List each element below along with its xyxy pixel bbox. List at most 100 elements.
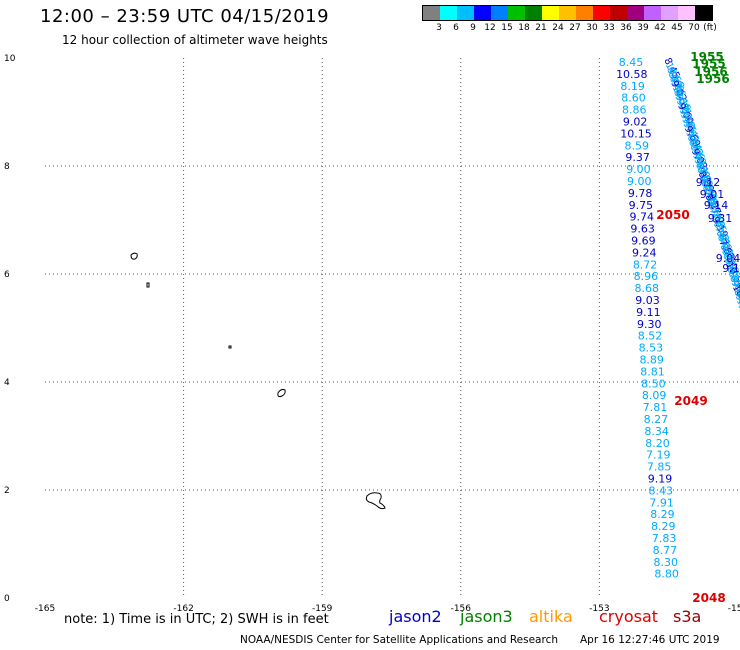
legend-tick-label: 36 [620, 23, 632, 33]
island-hawaii [365, 492, 386, 510]
legend-tick-label: 12 [484, 23, 496, 33]
legend-unit: (ft) [703, 23, 717, 33]
swh-value-label: 9.37 [625, 151, 650, 164]
mission-jason3: jason3 [460, 607, 513, 626]
pass-time-label: 1955 [692, 57, 725, 71]
swh-value-label: 7.91 [649, 496, 674, 509]
legend-swatch [491, 6, 508, 20]
y-tick-label: 4 [4, 378, 10, 388]
satellite-track-a: 8.4510.588.198.608.869.0210.158.599.379.… [616, 56, 679, 581]
swh-value-label: 7.81 [643, 401, 668, 414]
pass-time-label: 1955 [690, 50, 723, 64]
legend-tick-label: 24 [552, 23, 564, 33]
legend-swatch [474, 6, 491, 20]
legend-swatch [457, 6, 474, 20]
footer-note: note: 1) Time is in UTC; 2) SWH is in fe… [64, 612, 329, 627]
swh-value-label: 8.43 [649, 484, 674, 497]
swh-value-label: 8.09 [642, 389, 667, 402]
legend-tick-label: 27 [569, 23, 581, 33]
swh-value-label: 8.77 [653, 544, 678, 557]
pass-time-label: 1956 [694, 65, 727, 79]
swh-value-label: 8.29 [651, 520, 676, 533]
swh-value-label: 9.03 [635, 294, 660, 307]
swh-value-label: 8.96 [634, 270, 659, 283]
legend-tick-label: 42 [654, 23, 666, 33]
legend-tick-label: 30 [586, 23, 598, 33]
legend-tick-label: 45 [671, 23, 683, 33]
legend-tick-label: 18 [518, 23, 530, 33]
swh-value-label: 9.02 [623, 116, 648, 129]
swh-value-label: 9.12 [696, 176, 721, 189]
swh-value-label: 8.52 [638, 330, 663, 343]
x-tick-label: -165 [35, 604, 55, 614]
swh-value-label: 9.63 [630, 223, 655, 236]
swh-value-label: 9.78 [628, 187, 653, 200]
swh-value-label: 10.58 [616, 68, 648, 81]
mission-jason2: jason2 [389, 607, 442, 626]
satellite-track-b-overlap: 8.4510.588.198.608.869.0210.158.599.379.… [661, 56, 740, 326]
swh-value-label: 8.89 [639, 354, 664, 367]
swh-value-label: 7.83 [652, 532, 677, 545]
swh-overlap-label: 9.02 [728, 279, 740, 304]
legend-tick-label: 15 [501, 23, 513, 33]
swh-value-label: 8.53 [639, 342, 664, 355]
swh-value-label: 9.11 [636, 306, 661, 319]
swh-value-label: 9.1 [722, 262, 740, 275]
pass-time-label: 2050 [656, 208, 689, 222]
x-tick-label: -156 [451, 604, 472, 614]
swh-value-label: 8.60 [621, 92, 646, 105]
pass-time-label: 2049 [674, 394, 707, 408]
swh-value-label: 9.14 [704, 199, 729, 212]
legend-tick-label: 3 [436, 23, 442, 33]
swh-value-label: 9.00 [626, 163, 651, 176]
legend-swatch [695, 6, 712, 20]
swh-value-label: 7.85 [647, 461, 672, 474]
satellite-track-b: 9.129.019.149.31 9.049.1 [696, 176, 740, 275]
legend-tick-label: 9 [470, 23, 476, 33]
x-tick-label: -150 [728, 604, 740, 614]
swh-value-label: 10.15 [620, 127, 652, 140]
swh-value-label: 9.01 [700, 188, 725, 201]
swh-value-label: 9.00 [627, 175, 652, 188]
y-tick-label: 8 [4, 162, 10, 172]
legend-swatch [627, 6, 644, 20]
swh-value-label: 8.19 [620, 80, 645, 93]
legend-swatch [678, 6, 695, 20]
swh-value-label: 9.19 [648, 473, 673, 486]
swh-value-label: 8.80 [654, 568, 679, 581]
legend-tick-label: 6 [453, 23, 459, 33]
chart-title: 12:00 – 23:59 UTC 04/15/2019 [40, 6, 330, 27]
swh-value-label: 8.30 [654, 556, 679, 569]
swh-value-label: 8.27 [644, 413, 669, 426]
legend-color-bar [422, 5, 713, 21]
swh-value-label: 8.59 [625, 139, 650, 152]
mission-s3a: s3a [673, 607, 702, 626]
legend-swatch [542, 6, 559, 20]
y-tick-label: 10 [4, 54, 16, 64]
legend-tick-label: 21 [535, 23, 547, 33]
axis-labels: -165 -162 -159 -156 -153 -150 0 2 4 6 8 10 [4, 54, 740, 614]
pass-time-label: 1956 [696, 72, 729, 86]
swh-value-label: 7.19 [646, 449, 671, 462]
legend-swatch [525, 6, 542, 20]
legend-swatch [508, 6, 525, 20]
island-maui-group [277, 388, 286, 398]
swh-value-label: 8.68 [634, 282, 659, 295]
legend-swatch [593, 6, 610, 20]
island-outlines [130, 252, 386, 510]
swh-value-label: 9.75 [629, 199, 654, 212]
swh-overlap-label: 9.00 [735, 301, 740, 326]
mission-cryosat: cryosat [599, 607, 659, 626]
swh-value-label: 8.50 [641, 377, 666, 390]
legend-tick-label: 33 [603, 23, 615, 33]
legend-tick-label: 70 [688, 23, 700, 33]
x-tick-label: -162 [173, 604, 193, 614]
swh-value-label: 8.81 [640, 365, 665, 378]
legend-swatch [559, 6, 576, 20]
mission-altika: altika [529, 607, 573, 626]
x-tick-label: -153 [589, 604, 609, 614]
swh-value-label: 9.30 [637, 318, 662, 331]
x-tick-label: -159 [312, 604, 333, 614]
legend-swatch [440, 6, 457, 20]
